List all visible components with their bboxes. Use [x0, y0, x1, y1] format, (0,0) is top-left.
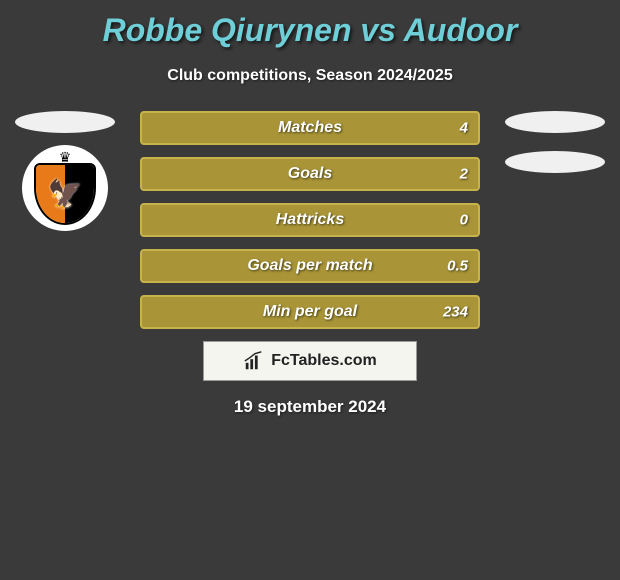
stat-value: 0.5 [447, 258, 468, 275]
stat-label: Goals per match [247, 257, 372, 275]
stat-label: Matches [278, 119, 342, 137]
stat-value: 4 [460, 120, 468, 137]
club-crest-placeholder [505, 151, 605, 173]
stat-bar-matches: Matches 4 [140, 111, 480, 145]
left-player-col: ♛ 🦅 [10, 111, 120, 231]
eagle-icon: 🦅 [48, 178, 83, 211]
stat-bar-hattricks: Hattricks 0 [140, 203, 480, 237]
stat-value: 2 [460, 166, 468, 183]
shield-icon: 🦅 [34, 163, 96, 225]
brand-text: FcTables.com [271, 352, 377, 370]
page-title: Robbe Qiurynen vs Audoor [0, 0, 620, 49]
player-name-placeholder [15, 111, 115, 133]
stat-label: Hattricks [276, 211, 344, 229]
club-crest: ♛ 🦅 [22, 145, 108, 231]
comparison-content: ♛ 🦅 Matches 4 Goals 2 Hattricks 0 Goals … [0, 111, 620, 329]
stat-value: 234 [443, 304, 468, 321]
right-player-col [500, 111, 610, 185]
footer-date: 19 september 2024 [0, 397, 620, 417]
subtitle: Club competitions, Season 2024/2025 [0, 67, 620, 85]
player-name-placeholder [505, 111, 605, 133]
stat-label: Goals [288, 165, 332, 183]
brand-badge[interactable]: FcTables.com [203, 341, 417, 381]
stat-label: Min per goal [263, 303, 357, 321]
stat-bar-goals: Goals 2 [140, 157, 480, 191]
stat-value: 0 [460, 212, 468, 229]
stat-bars: Matches 4 Goals 2 Hattricks 0 Goals per … [140, 111, 480, 329]
chart-icon [243, 350, 265, 372]
stat-bar-goals-per-match: Goals per match 0.5 [140, 249, 480, 283]
stat-bar-min-per-goal: Min per goal 234 [140, 295, 480, 329]
